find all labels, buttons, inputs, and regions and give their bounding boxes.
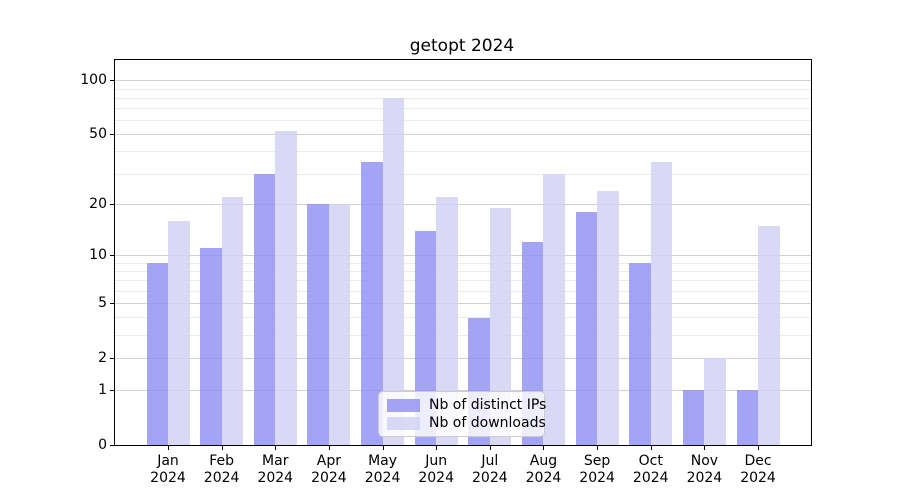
y-axis-tick — [110, 389, 114, 391]
bar-distinct-ips — [575, 212, 598, 445]
gridline-minor — [115, 151, 811, 153]
x-axis-tick — [382, 445, 384, 450]
bar-distinct-ips — [361, 161, 383, 445]
gridline-minor — [115, 317, 811, 319]
y-axis-tick-label: 100 — [80, 72, 107, 89]
y-axis-tick-label: 1 — [98, 381, 107, 398]
y-axis-tick-label: 50 — [89, 126, 107, 143]
x-axis-tick — [543, 445, 545, 450]
x-axis-tick-label: Feb 2024 — [203, 452, 240, 486]
plot-area: 0 1 2 5 10 20 50 100 Jan 2024 Feb 2024 Mar 2024 Apr 202… — [80, 59, 812, 486]
bar-distinct-ips — [682, 389, 705, 445]
legend-item-distinct-ips: Nb of distinct IPs — [387, 397, 546, 413]
x-axis-tick-label: Nov 2024 — [686, 452, 723, 486]
bar-downloads — [275, 131, 297, 445]
gridline-minor — [115, 97, 811, 99]
x-axis-tick-label: Aug 2024 — [525, 452, 562, 486]
gridline-minor — [115, 271, 811, 273]
bar-distinct-ips — [307, 204, 329, 445]
y-axis-tick — [110, 134, 114, 136]
bar-downloads — [382, 97, 405, 445]
bar-downloads — [704, 357, 726, 445]
legend-item-downloads: Nb of downloads — [387, 415, 546, 431]
gridline-minor — [115, 335, 811, 337]
x-axis-tick — [436, 445, 438, 450]
bar-downloads — [489, 208, 512, 445]
x-axis-tick-label: Oct 2024 — [632, 452, 669, 486]
x-axis-tick — [275, 445, 277, 450]
y-axis-tick-label: 20 — [89, 196, 107, 213]
y-axis-tick — [110, 303, 114, 305]
x-axis-tick-label: Dec 2024 — [740, 452, 776, 486]
y-axis-tick — [110, 444, 114, 446]
bar-distinct-ips — [736, 389, 759, 445]
bar-downloads — [436, 197, 458, 445]
gridline-major — [115, 357, 811, 359]
gridline-major — [115, 389, 811, 391]
x-axis-tick-label: May 2024 — [364, 452, 401, 486]
x-axis-tick-label: Sep 2024 — [579, 452, 615, 486]
bar-downloads — [650, 161, 673, 445]
bar-downloads — [221, 197, 244, 445]
gridline-major — [115, 80, 811, 82]
bar-downloads — [543, 173, 565, 445]
gridline-minor — [115, 108, 811, 110]
y-axis-tick-label: 0 — [98, 436, 107, 453]
gridline-minor — [115, 88, 811, 90]
y-axis-tick — [110, 357, 114, 359]
x-axis-tick — [328, 445, 330, 450]
x-axis-tick — [597, 445, 599, 450]
x-axis-tick — [704, 445, 706, 450]
bar-distinct-ips — [253, 173, 276, 445]
x-axis-tick-label: Apr 2024 — [311, 452, 347, 486]
y-axis-tick — [110, 204, 114, 206]
gridline-major — [115, 204, 811, 206]
y-axis-tick — [110, 255, 114, 257]
legend-swatch-distinct-ips — [387, 398, 420, 412]
x-axis-tick — [221, 445, 223, 450]
bar-downloads — [758, 225, 780, 445]
gridline-minor — [115, 280, 811, 282]
bar-downloads — [168, 220, 190, 445]
x-axis-tick-label: Mar 2024 — [257, 452, 294, 486]
bar-distinct-ips — [200, 248, 222, 445]
legend-label-downloads: Nb of downloads — [429, 415, 546, 431]
y-axis-tick — [110, 80, 114, 82]
y-axis-tick-label: 10 — [89, 247, 107, 264]
chart-title: getopt 2024 — [409, 36, 515, 56]
gridline-major — [115, 303, 811, 305]
y-axis-tick-label: 2 — [98, 349, 107, 366]
x-axis-tick — [489, 445, 491, 450]
legend-box: Nb of distinct IPs Nb of downloads — [378, 391, 546, 437]
bar-distinct-ips — [146, 262, 168, 445]
bar-downloads — [597, 190, 619, 445]
gridline-minor — [115, 262, 811, 264]
gridline-minor — [115, 120, 811, 122]
x-axis-tick-label: Jun 2024 — [418, 452, 454, 486]
legend-label-distinct-ips: Nb of distinct IPs — [429, 397, 547, 413]
legend-swatch-downloads — [387, 416, 420, 430]
y-axis-tick-label: 5 — [98, 295, 107, 312]
x-axis-tick — [758, 445, 760, 450]
gridline-major — [115, 255, 811, 257]
x-axis-tick — [168, 445, 169, 450]
bar-distinct-ips — [629, 262, 651, 445]
gridline-minor — [115, 290, 811, 292]
x-axis-tick — [650, 445, 652, 450]
gridline-minor — [115, 173, 811, 175]
gridline-major — [115, 134, 811, 136]
bar-downloads — [328, 204, 351, 445]
x-axis-tick-label: Jul 2024 — [472, 452, 508, 486]
x-axis-tick-label: Jan 2024 — [150, 452, 186, 486]
